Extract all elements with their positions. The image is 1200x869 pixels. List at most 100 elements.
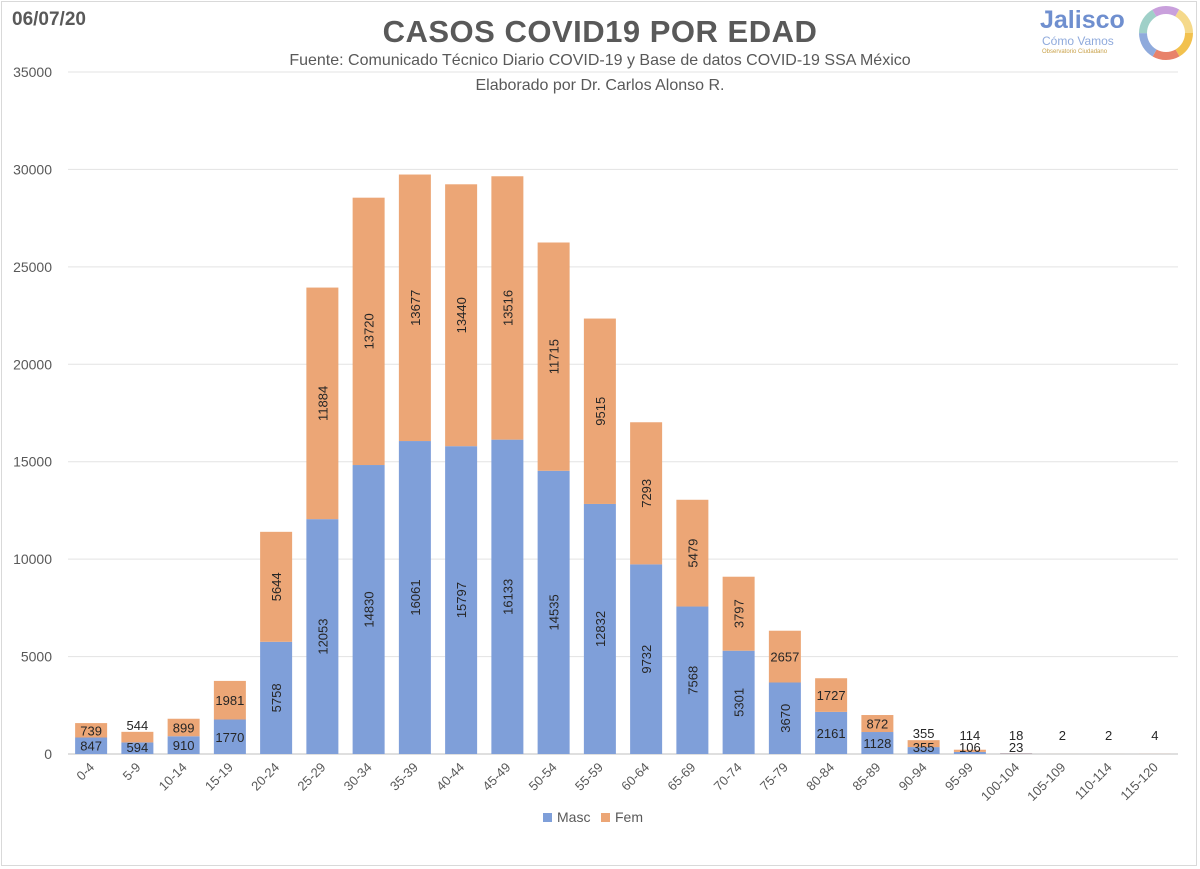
y-tick-label: 30000 [13,161,52,177]
data-label-masc: 9732 [639,645,654,674]
data-label-fem: 114 [960,728,981,743]
bar-fem [953,749,986,752]
x-tick-label: 20-24 [248,760,282,794]
data-label-masc: 14830 [362,591,377,627]
chart-subtitle: Fuente: Comunicado Técnico Diario COVID-… [289,52,911,69]
bar-fem [167,718,200,737]
y-tick-label: 10000 [13,551,52,567]
data-label-masc: 7568 [685,666,700,695]
data-label-masc: 2161 [817,726,846,741]
bar-masc [260,641,293,754]
bar-masc [861,732,894,754]
x-tick-label: 25-29 [294,760,328,794]
bar-masc [768,682,801,754]
data-label-masc: 847 [80,739,102,754]
x-tick-label: 40-44 [433,760,467,794]
data-label-masc: 5758 [269,683,284,712]
logo-name: Jalisco [1040,6,1125,34]
data-label-fem: 11884 [315,386,330,421]
data-label-fem: 2657 [770,650,799,665]
bar-masc [167,736,200,754]
x-tick-label: 50-54 [526,760,560,794]
bar-fem [815,678,848,712]
legend-swatch [601,813,610,822]
data-label-masc: 355 [913,740,935,755]
x-tick-label: 15-19 [202,760,236,794]
bar-masc [722,650,755,754]
data-label-fem: 13720 [362,313,377,349]
bar-fem [398,174,431,442]
x-tick-label: 65-69 [664,760,698,794]
legend-swatch [543,813,552,822]
bar-fem [630,422,663,565]
data-label-fem: 18 [1009,728,1023,743]
data-label-fem: 899 [173,721,195,736]
data-label-fem: 5644 [269,572,284,601]
data-label-fem: 13440 [454,297,469,333]
data-label-fem: 2 [1105,728,1112,743]
data-label-fem: 11715 [547,339,562,374]
bar-fem [306,287,339,520]
bar-masc [676,606,709,754]
legend-label: Fem [615,809,643,825]
data-label-fem: 544 [127,718,149,733]
data-label-masc: 16133 [500,579,515,615]
bar-masc [121,742,154,754]
data-label-masc: 14535 [547,594,562,630]
bar-fem [213,680,246,720]
logo-tagline: Cómo Vamos [1042,34,1114,48]
x-tick-label: 110-114 [1072,760,1115,803]
x-tick-label: 95-99 [942,760,976,794]
x-tick-label: 70-74 [711,760,745,794]
bar-masc [352,465,385,754]
data-label-masc: 910 [173,738,195,753]
data-label-fem: 355 [913,726,935,741]
bar-fem [722,576,755,651]
data-label-fem: 5479 [685,539,700,568]
data-label-masc: 1770 [215,730,244,745]
data-label-masc: 3670 [778,704,793,733]
y-tick-label: 25000 [13,259,52,275]
bar-masc [583,503,616,754]
chart-title: CASOS COVID19 POR EDAD [382,14,818,49]
x-tick-label: 55-59 [572,760,606,794]
data-label-masc: 5301 [732,688,747,717]
bar-fem [121,731,154,743]
data-label-masc: 23 [1009,740,1023,755]
bar-fem [260,531,293,642]
data-label-fem: 2 [1059,728,1066,743]
legend-label: Masc [557,809,590,825]
data-label-masc: 15797 [454,582,469,618]
bar-masc [491,439,524,754]
chart-author: Elaborado por Dr. Carlos Alonso R. [475,77,725,94]
x-tick-label: 105-109 [1024,760,1068,804]
bar-fem [768,630,801,683]
bar-fem [907,740,940,748]
bar-masc [907,747,940,754]
date-label: 06/07/20 [12,9,86,30]
x-tick-label: 30-34 [341,760,375,794]
bar-fem [352,197,385,466]
x-tick-label: 85-89 [849,760,883,794]
x-tick-label: 75-79 [757,760,791,794]
x-tick-label: 35-39 [387,760,421,794]
bar-masc [75,737,108,754]
bar-masc [815,711,848,754]
x-tick-label: 10-14 [156,760,190,794]
data-label-fem: 1981 [215,693,244,708]
data-label-masc: 16061 [408,579,423,615]
x-tick-label: 5-9 [120,760,144,784]
x-tick-label: 100-104 [978,760,1022,804]
data-label-masc: 12832 [593,611,608,647]
data-label-fem: 4 [1151,728,1158,743]
data-label-fem: 9515 [593,397,608,426]
data-label-fem: 739 [80,723,102,738]
data-label-fem: 872 [867,717,889,732]
x-tick-label: 45-49 [479,760,513,794]
jalisco-logo: Jalisco Cómo Vamos Observatorio Ciudadan… [1040,4,1196,62]
data-label-masc: 1128 [863,736,891,751]
logo-small: Observatorio Ciudadano [1042,49,1108,55]
x-tick-label: 60-64 [618,760,652,794]
data-label-fem: 13516 [500,290,515,326]
